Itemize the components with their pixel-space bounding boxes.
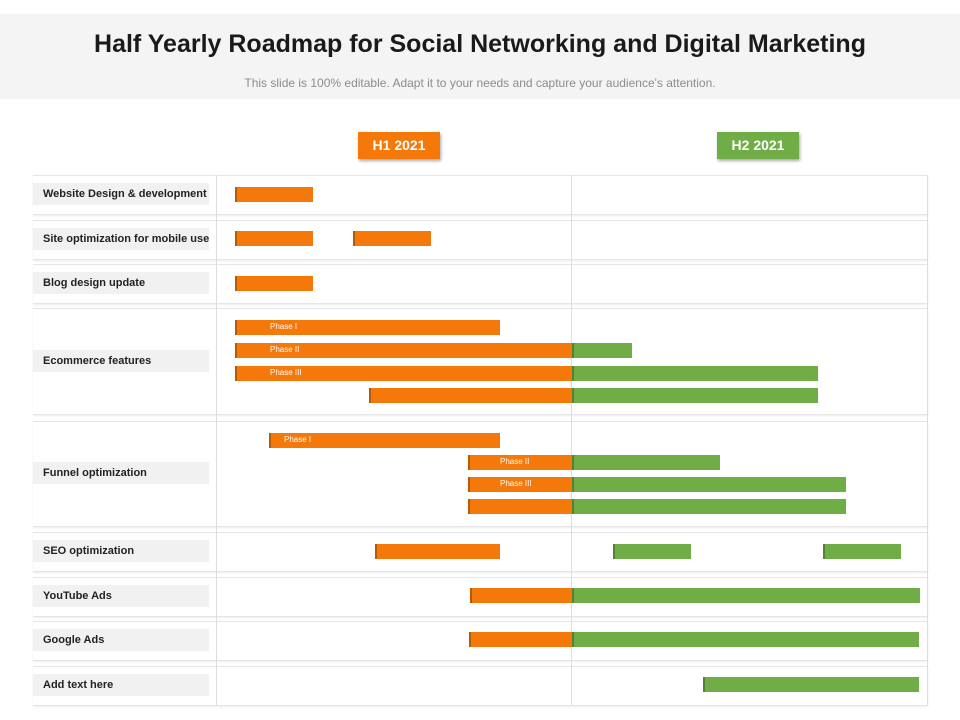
row-label: Site optimization for mobile use xyxy=(33,228,209,250)
roadmap-bar xyxy=(468,499,572,514)
page-subtitle: This slide is 100% editable. Adapt it to… xyxy=(244,76,716,90)
roadmap-bar xyxy=(572,388,818,403)
roadmap-bar: Phase I xyxy=(235,320,500,335)
row-label: Google Ads xyxy=(33,629,209,651)
row-label: Website Design & development xyxy=(33,183,209,205)
roadmap-bar xyxy=(572,588,920,603)
roadmap-bar xyxy=(823,544,901,559)
row-label: YouTube Ads xyxy=(33,585,209,607)
row-label: SEO optimization xyxy=(33,540,209,562)
roadmap-bar xyxy=(613,544,691,559)
roadmap-bar xyxy=(469,632,572,647)
roadmap-bar xyxy=(572,455,720,470)
roadmap-bar xyxy=(572,477,846,492)
roadmap-bar xyxy=(369,388,572,403)
period-tag-h2: H2 2021 xyxy=(717,132,799,159)
roadmap-bar: Phase III xyxy=(468,477,572,492)
row-label: Funnel optimization xyxy=(33,462,209,484)
grid-line xyxy=(216,175,217,705)
phase-label: Phase I xyxy=(270,322,298,331)
page-title: Half Yearly Roadmap for Social Networkin… xyxy=(94,30,866,58)
roadmap-bar xyxy=(572,499,846,514)
phase-label: Phase II xyxy=(500,457,530,466)
period-divider xyxy=(571,175,572,705)
header-band xyxy=(0,14,960,99)
phase-label: Phase I xyxy=(284,435,312,444)
phase-label: Phase III xyxy=(500,479,532,488)
row-label: Ecommerce features xyxy=(33,349,209,372)
roadmap-bar xyxy=(235,187,313,202)
roadmap-bar xyxy=(470,588,572,603)
row-label: Blog design update xyxy=(33,272,209,294)
row-label: Add text here xyxy=(33,674,209,696)
roadmap-bar xyxy=(572,366,818,381)
row-band xyxy=(33,220,928,260)
period-tag-h1: H1 2021 xyxy=(358,132,440,159)
roadmap-bar: Phase II xyxy=(235,343,572,358)
roadmap-bar xyxy=(235,276,313,291)
roadmap-bar xyxy=(353,231,431,246)
roadmap-bar xyxy=(572,343,632,358)
grid-line xyxy=(927,175,928,705)
roadmap-bar xyxy=(375,544,500,559)
phase-label: Phase III xyxy=(270,368,302,377)
roadmap-bar xyxy=(235,231,313,246)
roadmap-bar xyxy=(572,632,919,647)
roadmap-bar: Phase I xyxy=(269,433,500,448)
roadmap-bar: Phase II xyxy=(468,455,572,470)
roadmap-bar: Phase III xyxy=(235,366,572,381)
phase-label: Phase II xyxy=(270,345,300,354)
roadmap-bar xyxy=(703,677,919,692)
